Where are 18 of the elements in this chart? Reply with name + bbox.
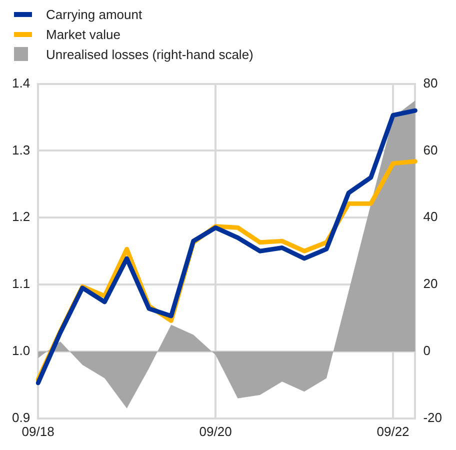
y-tick-label: 1.1 bbox=[12, 276, 30, 292]
x-tick-label: 09/22 bbox=[376, 424, 410, 439]
y-tick-label: 0.9 bbox=[12, 410, 30, 425]
y-tick-label: 1.4 bbox=[12, 75, 30, 90]
y2-tick-label: 20 bbox=[423, 276, 438, 292]
y2-tick-label: 40 bbox=[423, 209, 438, 224]
x-tick-label: 09/18 bbox=[22, 424, 54, 439]
y-tick-label: 1.3 bbox=[12, 142, 30, 158]
legend-label: Market value bbox=[46, 26, 120, 42]
y2-tick-label: 80 bbox=[423, 75, 438, 90]
y2-tick-label: 0 bbox=[423, 343, 430, 358]
y2-tick-label: 60 bbox=[423, 142, 438, 158]
x-tick-label: 09/20 bbox=[199, 424, 232, 439]
y2-tick-label: -20 bbox=[423, 410, 442, 425]
legend-label: Carrying amount bbox=[46, 6, 142, 22]
legend-label: Unrealised losses (right-hand scale) bbox=[46, 46, 254, 62]
y-tick-label: 1.2 bbox=[12, 209, 30, 224]
y-tick-label: 1.0 bbox=[12, 343, 30, 358]
